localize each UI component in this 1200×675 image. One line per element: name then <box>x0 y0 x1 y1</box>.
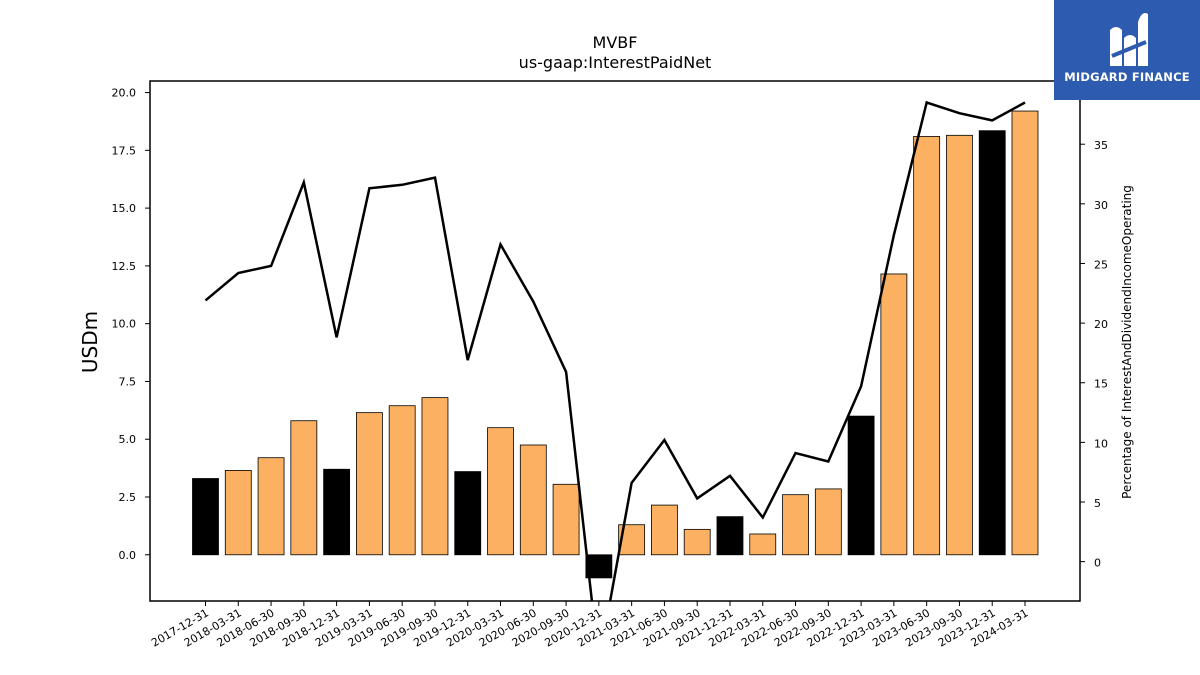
bar-2018-03-31 <box>224 470 252 556</box>
bar-2023-12-31 <box>978 130 1006 556</box>
bar-2020-03-31 <box>487 427 514 556</box>
y-tick-label-17.5: 17.5 <box>112 144 137 157</box>
brand-logo: MIDGARD FINANCE <box>1054 0 1200 100</box>
chart-title: MVBF <box>593 33 638 52</box>
y-tick-label-0.0: 0.0 <box>119 549 137 562</box>
chart-subtitle: us-gaap:InterestPaidNet <box>519 53 712 72</box>
bar-2020-06-30 <box>519 444 547 556</box>
bar-2021-12-31 <box>716 516 744 556</box>
bar-2019-03-31 <box>355 412 383 556</box>
y-right-tick-label-15: 15 <box>1094 378 1108 391</box>
bar-2019-06-30 <box>388 405 416 556</box>
y-tick-label-20.0: 20.0 <box>112 87 137 100</box>
plot-area: 0.0 2.5 5.0 7.5 10.0 12.5 15.0 17.5 20.0 0 5 10 15 20… <box>112 80 1108 650</box>
y-axis-label-right: Percentage of InterestAndDividendIncomeO… <box>1120 185 1134 499</box>
bar-2022-09-30 <box>814 488 842 556</box>
midgard-logo-icon <box>1110 13 1148 66</box>
y-right-tick-label-25: 25 <box>1094 258 1108 271</box>
y-tick-label-2.5: 2.5 <box>119 491 137 504</box>
bar-2018-12-31 <box>323 468 351 556</box>
bar-2021-09-30 <box>683 528 711 556</box>
y-axis-label-left: USDm <box>78 311 102 373</box>
y-right-tick-label-0: 0 <box>1094 557 1101 570</box>
bar-2024-03-31 <box>1011 110 1039 556</box>
bar-2019-09-30 <box>421 397 449 556</box>
bar-2022-12-31 <box>847 415 875 556</box>
y-tick-label-7.5: 7.5 <box>119 375 137 388</box>
y-tick-label-10.0: 10.0 <box>112 318 137 331</box>
bar-2021-06-30 <box>651 504 678 556</box>
bar-2022-06-30 <box>782 494 809 556</box>
bar-2023-03-31 <box>880 273 908 556</box>
bar-2022-03-31 <box>749 533 777 556</box>
logo-text: MIDGARD FINANCE <box>1064 70 1190 84</box>
bar-2017-12-31 <box>192 478 219 556</box>
bar-2023-09-30 <box>946 134 973 556</box>
bar-2020-09-30 <box>552 483 580 556</box>
y-tick-label-5.0: 5.0 <box>119 433 137 446</box>
bar-2019-12-31 <box>454 471 482 556</box>
y-right-tick-label-10: 10 <box>1094 437 1108 450</box>
y-right-tick-label-30: 30 <box>1094 199 1108 212</box>
series-line <box>204 100 1026 601</box>
bar-2018-06-30 <box>257 457 285 556</box>
bar-2020-12-31 <box>585 554 613 579</box>
bar-2023-06-30 <box>913 136 941 556</box>
y-right-tick-label-20: 20 <box>1094 318 1108 331</box>
y-right-tick-label-35: 35 <box>1094 139 1108 152</box>
y-right-tick-label-5: 5 <box>1094 497 1101 510</box>
plot-frame <box>149 80 1081 602</box>
bar-2018-09-30 <box>290 420 318 556</box>
y-tick-label-15.0: 15.0 <box>112 202 137 215</box>
y-tick-label-12.5: 12.5 <box>112 260 137 273</box>
